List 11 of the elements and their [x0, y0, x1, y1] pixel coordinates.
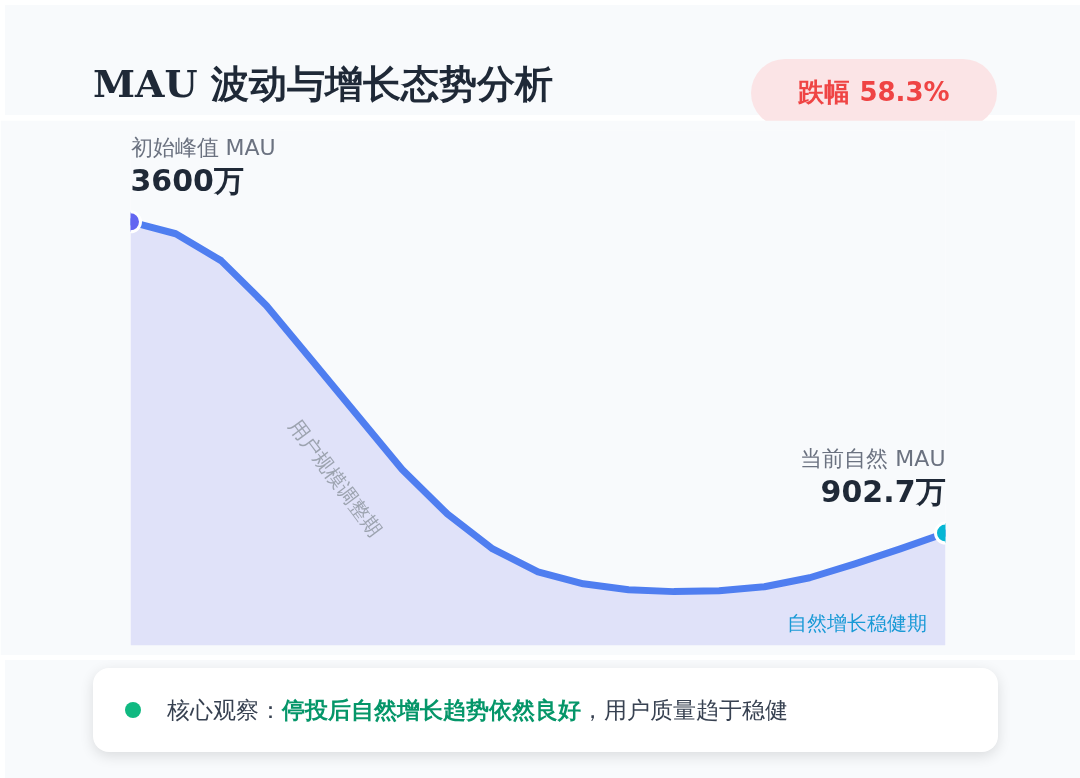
- text: 核心观察：: [167, 695, 282, 725]
- annotation: 当前自然 MAU: [800, 446, 946, 472]
- annotation: 自然增长稳健期: [787, 611, 928, 636]
- text: 停投后自然增长趋势依然良好: [282, 695, 581, 725]
- data-label: 902.7万: [820, 474, 946, 510]
- text: 初始峰值 MAU: [130, 134, 276, 160]
- annotation: 用户规模调整期: [284, 414, 388, 542]
- text: ，用户质量趋于稳健: [581, 695, 788, 725]
- data-label: 3600万: [130, 162, 244, 198]
- chart-title: MAU 波动与增长态势分析: [93, 60, 553, 108]
- text: 跌幅 58.3%: [751, 59, 997, 127]
